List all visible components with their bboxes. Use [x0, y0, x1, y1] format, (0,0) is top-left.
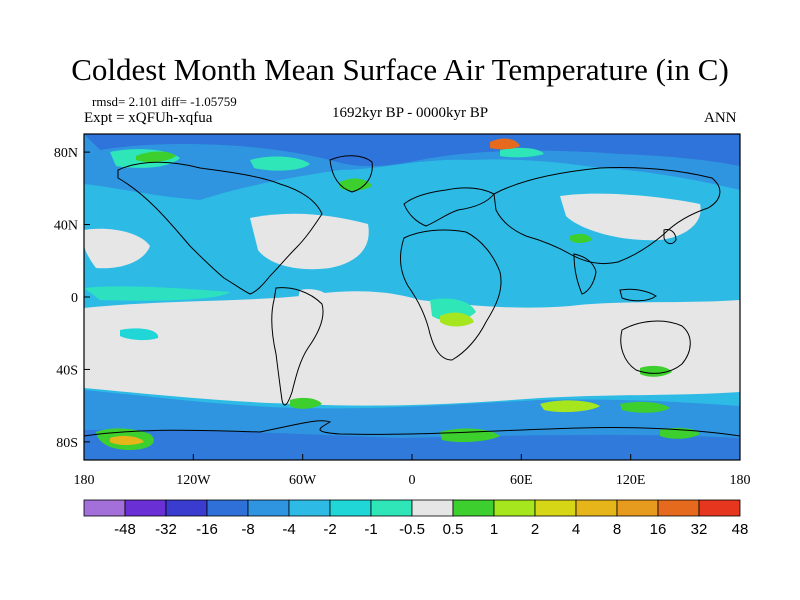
colorbar-label: -32: [155, 521, 177, 538]
lon-label: 180: [730, 473, 751, 488]
field-pacific-neutral-region: [84, 228, 150, 269]
colorbar-box: [657, 499, 700, 517]
lat-label: 40S: [56, 363, 78, 378]
colorbar-label: -1: [364, 521, 377, 538]
lon-label: 120E: [616, 473, 646, 488]
field-hot-patch-antarctic-west: [110, 435, 144, 445]
lat-label: 40N: [54, 219, 78, 234]
colorbar-label: -0.5: [399, 521, 425, 538]
colorbar-box: [370, 499, 413, 517]
coastline-india: [573, 253, 597, 295]
season-label: ANN: [704, 110, 737, 126]
latitude-ticks: 80N 40N 0 40S 80S: [54, 146, 90, 451]
temperature-field: [84, 134, 740, 460]
experiment-label: Expt = xQFUh-xqfua: [84, 110, 213, 126]
coastline-north-america: [117, 161, 323, 295]
colorbar-label: 1: [490, 521, 498, 538]
colorbar-label: 4: [572, 521, 580, 538]
field-siberia-patch: [500, 147, 544, 158]
coastline-australia: [620, 320, 691, 374]
colorbar-boxes: [83, 499, 741, 517]
colorbar-labels: -48 -32 -16 -8 -4 -2 -1 -0.5 0.5 1 2 4 8 16 32 48: [114, 521, 748, 538]
field-warm-patch-arctic: [490, 138, 520, 150]
map-title: Coldest Month Mean Surface Air Temperatu…: [71, 52, 729, 87]
colorbar-box: [288, 499, 331, 517]
coastline-antarctica: [83, 420, 741, 437]
field-warm-patch-australia: [640, 365, 672, 377]
rmsd-diff-stats: rmsd= 2.101 diff= -1.05759: [92, 94, 237, 109]
field-warm-patch-south-atlantic: [290, 397, 322, 409]
lat-label: 80S: [56, 436, 78, 451]
coastline-europe: [403, 187, 495, 227]
colorbar-box: [206, 499, 249, 517]
colorbar-label: 8: [613, 521, 621, 538]
colorbar-box: [534, 499, 577, 517]
lon-label: 60E: [510, 473, 533, 488]
field-tropical-neutral-region: [84, 291, 740, 406]
colorbar-box: [411, 499, 454, 517]
colorbar-box: [493, 499, 536, 517]
colorbar-label: -8: [241, 521, 254, 538]
colorbar-box: [329, 499, 372, 517]
colorbar-box: [616, 499, 659, 517]
colorbar-label: 2: [531, 521, 539, 538]
colorbar-label: -16: [196, 521, 218, 538]
field-canada-patch: [250, 156, 310, 171]
time-period-label: 1692kyr BP - 0000kyr BP: [331, 105, 489, 121]
coastline-japan: [663, 229, 677, 245]
colorbar-label: -48: [114, 521, 136, 538]
colorbar-label: 32: [691, 521, 708, 538]
colorbar-label: -2: [323, 521, 336, 538]
field-arctic-core-region: [84, 134, 740, 167]
field-asia-neutral-region: [560, 193, 701, 241]
field-warm-patch-antarctic-coast-east: [620, 401, 670, 413]
colorbar-box: [124, 499, 167, 517]
lon-label: 180: [74, 473, 95, 488]
coastline-africa: [400, 229, 502, 361]
colorbar-box: [83, 499, 126, 517]
field-atlantic-neutral-region: [250, 213, 369, 270]
colorbar-label: 48: [732, 521, 749, 538]
coastline-greenland: [329, 155, 373, 193]
coastline-asia: [493, 166, 721, 265]
field-south-pacific-patch: [120, 328, 159, 341]
lat-label: 80N: [54, 146, 78, 161]
field-antarctic-region: [84, 429, 740, 460]
colorbar-label: 0.5: [443, 521, 464, 538]
field-warm-patch-alaska: [136, 151, 176, 163]
lat-label: 0: [71, 291, 78, 306]
field-warm-patch-asia: [570, 233, 592, 243]
colorbar-label: -4: [282, 521, 295, 538]
lon-label: 60W: [289, 473, 317, 488]
field-warm-patch-greenland: [340, 178, 372, 191]
colorbar-box: [247, 499, 290, 517]
colorbar-box: [452, 499, 495, 517]
field-warm-patch-africa: [440, 312, 474, 327]
longitude-ticks: 180 120W 60W 0 60E 120E 180: [74, 454, 751, 488]
field-south-america-neutral-region: [292, 289, 337, 390]
lon-label: 0: [409, 473, 416, 488]
coastlines: [83, 155, 741, 437]
coastline-south-america: [271, 287, 324, 406]
colorbar-box: [575, 499, 618, 517]
field-warm-patch-antarctic-coast: [540, 400, 600, 413]
lon-label: 120W: [176, 473, 211, 488]
colorbar-label: 16: [650, 521, 667, 538]
colorbar-box: [165, 499, 208, 517]
field-equatorial-pacific-patch: [84, 286, 230, 301]
coastline-indonesia: [619, 288, 657, 302]
colorbar-box: [698, 499, 741, 517]
